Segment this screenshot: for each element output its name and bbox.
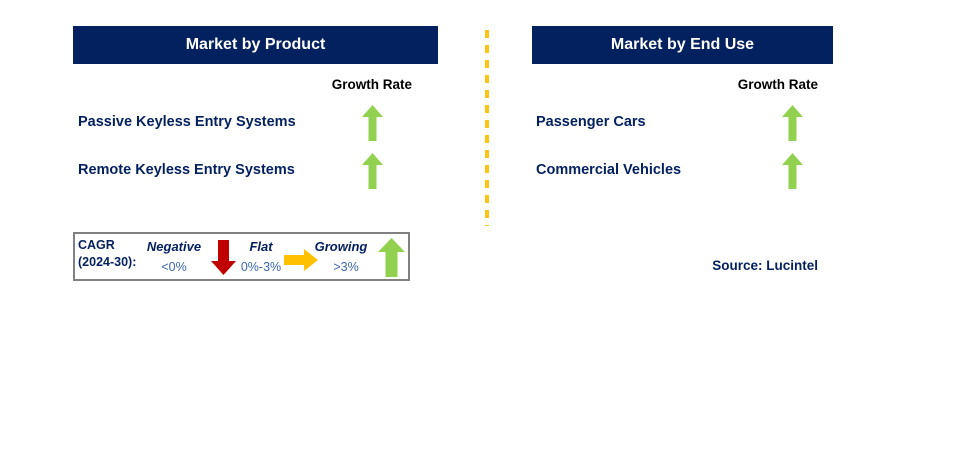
- dashed-divider: [485, 30, 489, 226]
- source-attribution: Source: Lucintel: [712, 258, 818, 273]
- up-arrow-icon: [782, 105, 803, 141]
- cagr-legend-box: [73, 232, 410, 281]
- legend-label-negative: Negative: [146, 239, 202, 254]
- legend-label-flat: Flat: [249, 239, 273, 254]
- growth-rate-label-end-use: Growth Rate: [737, 77, 818, 92]
- end-use-item-label: Passenger Cars: [536, 114, 646, 130]
- legend-range-growing: >3%: [333, 260, 359, 274]
- legend-title-line1: CAGR: [78, 238, 115, 252]
- panel-header-product: Market by Product: [73, 26, 438, 64]
- down-arrow-icon: [211, 240, 236, 275]
- product-item-label: Remote Keyless Entry Systems: [78, 162, 295, 178]
- growth-rate-label-product: Growth Rate: [331, 77, 412, 92]
- up-arrow-icon: [782, 153, 803, 189]
- up-arrow-icon: [378, 238, 405, 277]
- right-arrow-icon: [284, 249, 318, 271]
- legend-title-line2: (2024-30):: [78, 255, 137, 269]
- legend-label-growing: Growing: [314, 239, 368, 254]
- panel-title: Market by Product: [185, 36, 326, 53]
- legend-title: CAGR (2024-30):: [78, 237, 136, 271]
- legend-range-negative: <0%: [161, 260, 187, 274]
- product-item-label: Passive Keyless Entry Systems: [78, 114, 296, 130]
- panel-header-end-use: Market by End Use: [532, 26, 833, 64]
- up-arrow-icon: [362, 153, 383, 189]
- up-arrow-icon: [362, 105, 383, 141]
- legend-range-flat: 0%-3%: [240, 260, 282, 274]
- end-use-item-label: Commercial Vehicles: [536, 162, 682, 178]
- panel-title: Market by End Use: [610, 36, 755, 53]
